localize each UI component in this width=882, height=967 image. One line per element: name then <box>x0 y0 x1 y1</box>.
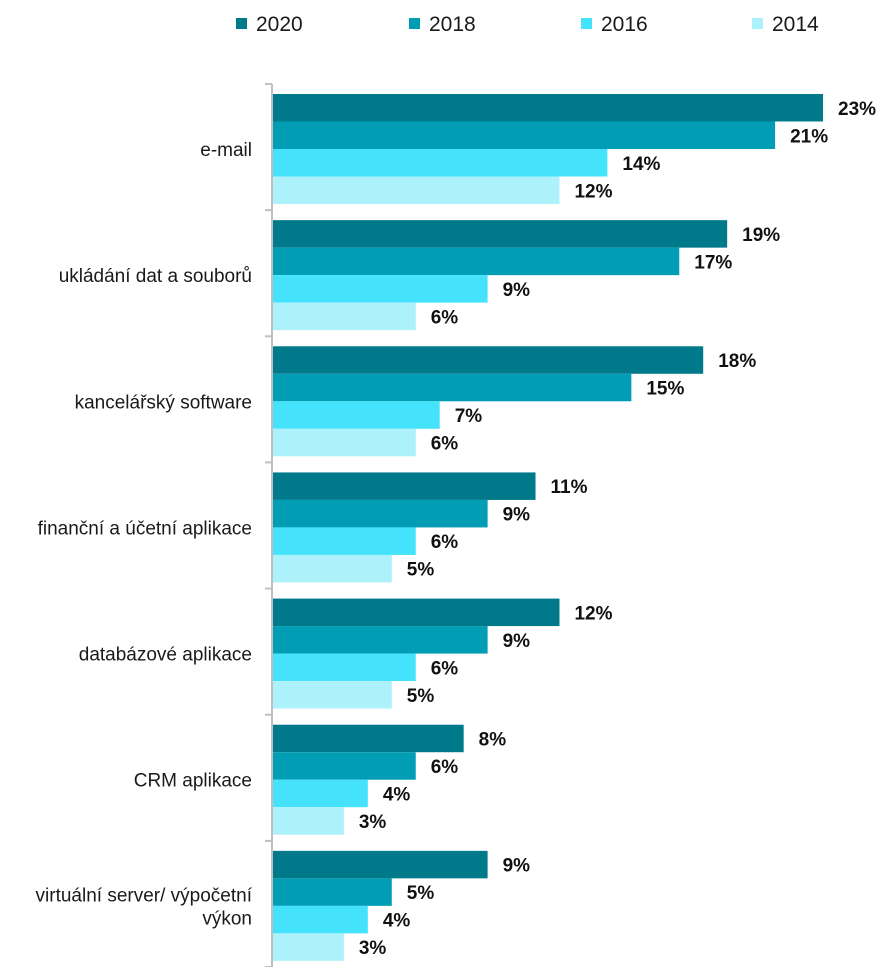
legend-item-2020: 2020 <box>236 13 303 36</box>
bar-group <box>272 472 536 583</box>
data-label: 19% <box>742 225 780 246</box>
data-label: 6% <box>431 532 459 553</box>
data-label: 11% <box>551 477 588 498</box>
bar-2014 <box>272 681 392 709</box>
data-label: 15% <box>646 379 684 400</box>
bar-2016 <box>272 653 416 682</box>
data-label: 9% <box>503 505 531 526</box>
bar-group <box>272 850 488 961</box>
data-label: 7% <box>455 406 483 427</box>
bar-2014 <box>272 807 344 835</box>
category-label: kancelářský software <box>75 392 252 413</box>
data-label: 6% <box>431 434 459 455</box>
data-label: 3% <box>359 938 387 959</box>
legend-swatch <box>236 18 247 29</box>
bar-2014 <box>272 302 416 331</box>
bar-2018 <box>272 878 392 906</box>
value-labels: 23% 21% 14% 12% 19% 17% 9% 6% 18% 15% 7% 6% 11% 9% 6% 5… <box>359 99 876 959</box>
data-label: 12% <box>574 603 612 624</box>
bar-2020 <box>272 472 536 500</box>
data-label: 6% <box>431 307 459 328</box>
data-label: 5% <box>407 560 435 581</box>
bar-2016 <box>272 275 488 303</box>
legend-label: 2020 <box>256 13 303 36</box>
data-label: 9% <box>503 631 531 652</box>
bar-group <box>272 598 560 709</box>
data-label: 17% <box>694 252 732 273</box>
bar-2014 <box>272 428 416 457</box>
bar-2016 <box>272 149 608 177</box>
data-label: 9% <box>503 280 531 301</box>
bar-2014 <box>272 176 560 204</box>
data-label: 6% <box>431 658 459 679</box>
bar-2020 <box>272 220 728 248</box>
data-label: 3% <box>359 812 387 833</box>
data-label: 14% <box>622 154 660 175</box>
data-label: 9% <box>503 856 531 877</box>
data-label: 5% <box>407 686 435 707</box>
category-label: virtuální server/ výpočetní výkon <box>36 885 253 929</box>
bar-group <box>272 220 728 331</box>
bar-2018 <box>272 373 632 402</box>
bar-2016 <box>272 905 368 934</box>
bar-2018 <box>272 247 680 276</box>
legend-swatch <box>409 18 420 29</box>
bar-2016 <box>272 401 440 429</box>
bar-group <box>272 94 823 204</box>
bar-2014 <box>272 554 392 583</box>
legend-label: 2016 <box>601 13 648 36</box>
legend-label: 2014 <box>772 13 819 36</box>
category-label: CRM aplikace <box>134 771 252 792</box>
legend: 2020 2018 2016 2014 <box>236 13 819 36</box>
category-label: databázové aplikace <box>79 645 252 666</box>
data-label: 4% <box>383 911 411 932</box>
bar-2018 <box>272 499 488 528</box>
category-label: finanční a účetní aplikace <box>38 518 252 539</box>
legend-swatch <box>581 18 592 29</box>
data-label: 5% <box>407 883 435 904</box>
bar-group <box>272 346 704 457</box>
bar-2018 <box>272 626 488 654</box>
legend-label: 2018 <box>429 13 476 36</box>
data-label: 12% <box>574 181 612 202</box>
legend-swatch <box>752 18 763 29</box>
data-label: 8% <box>479 729 507 750</box>
data-label: 23% <box>838 99 876 120</box>
bar-2020 <box>272 346 704 374</box>
category-label: e-mail <box>200 140 252 161</box>
bar-2020 <box>272 850 488 879</box>
bar-2016 <box>272 779 368 808</box>
bar-2018 <box>272 752 416 780</box>
bar-group <box>272 724 464 835</box>
data-label: 21% <box>790 126 828 147</box>
data-label: 4% <box>383 784 411 805</box>
legend-item-2016: 2016 <box>581 13 648 36</box>
category-label: ukládání dat a souborů <box>59 266 252 287</box>
bar-2014 <box>272 933 344 961</box>
data-label: 6% <box>431 757 459 778</box>
bar-2020 <box>272 598 560 627</box>
y-axis <box>265 83 273 967</box>
bar-2020 <box>272 94 823 122</box>
bar-2016 <box>272 527 416 555</box>
legend-item-2014: 2014 <box>752 13 819 36</box>
bars <box>272 94 823 961</box>
bar-2018 <box>272 121 776 149</box>
data-label: 18% <box>718 351 756 372</box>
bar-2020 <box>272 724 464 753</box>
category-labels: e-mail ukládání dat a souborů kancelářský … <box>36 140 253 929</box>
legend-item-2018: 2018 <box>409 13 476 36</box>
